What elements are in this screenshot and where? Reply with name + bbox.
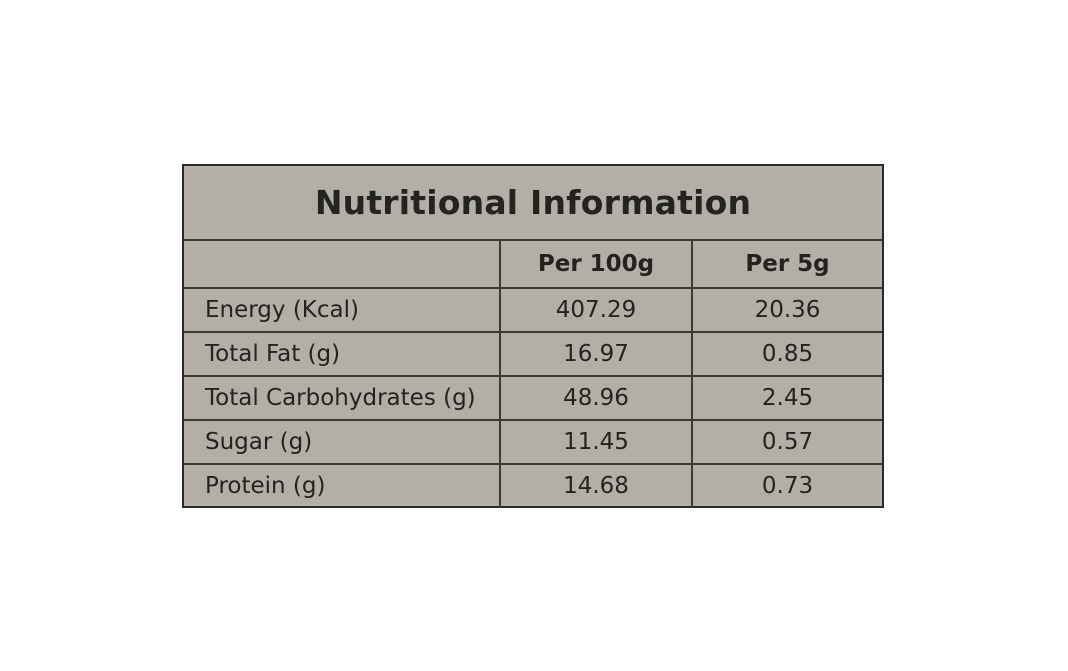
table-row: Protein (g) 14.68 0.73 xyxy=(184,463,882,508)
nutrition-table: Per 100g Per 5g Energy (Kcal) 407.29 20.… xyxy=(184,241,882,508)
table-row: Total Fat (g) 16.97 0.85 xyxy=(184,331,882,377)
column-header-per-100g: Per 100g xyxy=(499,241,693,288)
per-5g-value: 0.85 xyxy=(691,331,882,377)
per-100g-value: 11.45 xyxy=(499,419,693,465)
per-5g-value: 2.45 xyxy=(691,375,882,421)
per-5g-value: 0.57 xyxy=(691,419,882,465)
nutrition-title: Nutritional Information xyxy=(184,166,882,241)
table-row: Sugar (g) 11.45 0.57 xyxy=(184,419,882,465)
nutrition-panel: Nutritional Information Per 100g Per 5g … xyxy=(182,164,884,508)
per-5g-value: 20.36 xyxy=(691,287,882,333)
per-5g-value: 0.73 xyxy=(691,463,882,508)
column-header-per-5g: Per 5g xyxy=(691,241,882,288)
nutrient-label: Total Carbohydrates (g) xyxy=(184,375,501,421)
per-100g-value: 14.68 xyxy=(499,463,693,508)
nutrient-label: Total Fat (g) xyxy=(184,331,501,377)
nutrient-label: Protein (g) xyxy=(184,463,501,508)
per-100g-value: 48.96 xyxy=(499,375,693,421)
table-row: Total Carbohydrates (g) 48.96 2.45 xyxy=(184,375,882,421)
per-100g-value: 16.97 xyxy=(499,331,693,377)
nutrient-label: Sugar (g) xyxy=(184,419,501,465)
column-header-nutrient xyxy=(184,241,501,288)
per-100g-value: 407.29 xyxy=(499,287,693,333)
table-row: Energy (Kcal) 407.29 20.36 xyxy=(184,287,882,333)
header-row: Per 100g Per 5g xyxy=(184,241,882,288)
nutrient-label: Energy (Kcal) xyxy=(184,287,501,333)
